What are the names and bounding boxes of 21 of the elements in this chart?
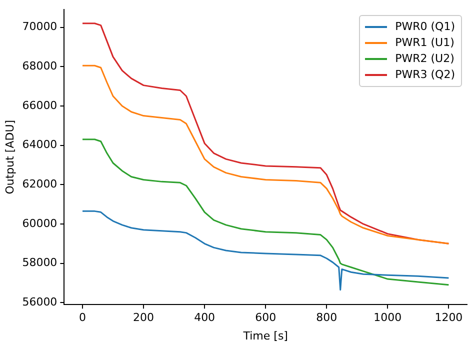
x-tick-label: 0 <box>79 311 86 324</box>
y-tick-label: 66000 <box>22 98 58 112</box>
x-tick-label: 600 <box>255 311 276 324</box>
legend-label: PWR3 (Q2) <box>395 66 455 83</box>
y-tick-label: 70000 <box>22 20 58 34</box>
y-tick-label: 68000 <box>22 59 58 72</box>
legend-label: PWR2 (U2) <box>395 50 454 67</box>
x-tick-label: 200 <box>133 311 154 324</box>
y-tick-label: 56000 <box>22 295 58 308</box>
legend-label: PWR0 (Q1) <box>395 18 455 35</box>
x-tick-label: 800 <box>316 311 338 324</box>
x-tick-label: 1200 <box>434 311 463 324</box>
x-axis-title: Time [s] <box>242 329 288 342</box>
y-axis-title: Output [ADU] <box>3 120 16 194</box>
x-tick-label: 400 <box>194 311 216 324</box>
legend-label: PWR1 (U1) <box>395 34 454 51</box>
y-tick-label: 60000 <box>22 216 58 230</box>
x-tick-label: 1000 <box>374 311 402 324</box>
y-tick-label: 62000 <box>22 177 58 190</box>
y-tick-label: 58000 <box>22 256 58 270</box>
y-tick-label: 64000 <box>22 138 58 152</box>
